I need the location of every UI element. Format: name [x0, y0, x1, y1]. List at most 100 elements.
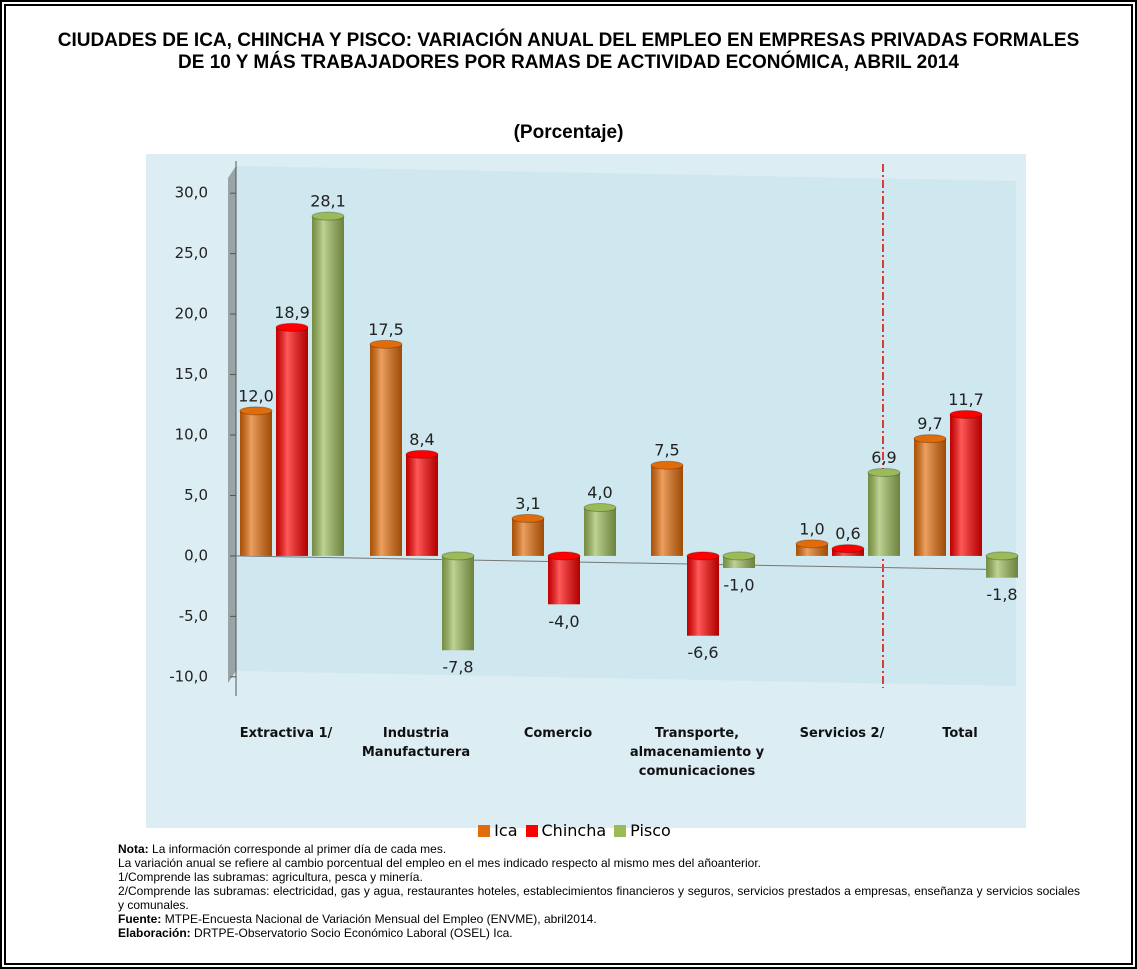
- y-tick-label: 20,0: [175, 305, 208, 323]
- bar-cap: [831, 544, 865, 554]
- bar-group: [311, 211, 345, 556]
- bar-shade: [370, 344, 402, 556]
- bar-cap: [722, 551, 756, 561]
- y-tick-label: 30,0: [175, 184, 208, 202]
- legend-swatch: [478, 825, 491, 837]
- bar-shade: [240, 410, 272, 556]
- note: Nota: La información corresponde al prim…: [118, 842, 1080, 856]
- legend-item: Ica: [478, 821, 518, 840]
- data-label: 8,4: [409, 430, 434, 449]
- bar-shade: [584, 507, 616, 556]
- legend: Ica Chincha Pisco: [6, 821, 1137, 840]
- bar-shade: [986, 555, 1018, 578]
- data-label: 6,9: [871, 448, 896, 467]
- data-label: 4,0: [587, 483, 612, 502]
- legend-label: Chincha: [541, 821, 607, 840]
- bar-cap: [369, 339, 403, 349]
- notes: Nota: La información corresponde al prim…: [118, 842, 1080, 940]
- y-tick-label: 15,0: [175, 365, 208, 383]
- data-label: -1,0: [723, 576, 754, 595]
- bar-group: [441, 551, 475, 651]
- bar-shade: [276, 327, 308, 556]
- bar-cap: [441, 551, 475, 561]
- x-tick-label: Extractiva 1/: [239, 726, 333, 741]
- bar-cap: [405, 449, 439, 459]
- bar-cap: [949, 409, 983, 419]
- bar-group: [913, 434, 947, 556]
- bar-shade: [512, 518, 544, 556]
- legend-item: Chincha: [525, 821, 607, 840]
- bar-group: [405, 449, 439, 556]
- y-tick-label: -5,0: [179, 607, 208, 625]
- data-label: 0,6: [835, 524, 860, 543]
- legend-item: Pisco: [614, 821, 671, 840]
- bar-group: [650, 460, 684, 556]
- note-text: 2/Comprende las subramas: electricidad, …: [118, 884, 1080, 912]
- x-tick-label: Industria Manufacturera: [361, 726, 471, 760]
- x-tick-label: Transporte, almacenamiento y comunicacio…: [629, 726, 765, 779]
- chart-title: CIUDADES DE ICA, CHINCHA Y PISCO: VARIAC…: [57, 30, 1080, 73]
- bar-group: [795, 539, 829, 556]
- bar-shade: [950, 414, 982, 556]
- note: Fuente: MTPE-Encuesta Nacional de Variac…: [118, 912, 1080, 926]
- bar-cap: [239, 406, 273, 416]
- bar-cap: [650, 460, 684, 470]
- y-tick-label: 5,0: [184, 486, 208, 504]
- y-tick-label: 10,0: [175, 426, 208, 444]
- bar-group: [686, 551, 720, 636]
- bar-shade: [406, 454, 438, 556]
- bar-group: [985, 551, 1019, 578]
- y-tick-label: -10,0: [169, 667, 208, 685]
- data-label: 1,0: [799, 519, 824, 538]
- note: 2/Comprende las subramas: electricidad, …: [118, 884, 1080, 912]
- note-text: MTPE-Encuesta Nacional de Variación Mens…: [164, 912, 597, 926]
- bar-cap: [985, 551, 1019, 561]
- data-label: -6,6: [687, 643, 718, 662]
- data-label: 7,5: [654, 441, 679, 460]
- bar-group: [275, 322, 309, 556]
- bar-cap: [511, 513, 545, 523]
- bar-shade: [312, 216, 344, 556]
- bar-cap: [795, 539, 829, 549]
- bar-group: [867, 467, 901, 556]
- note-text: La variación anual se refiere al cambio …: [118, 856, 762, 870]
- bar-shade: [442, 555, 474, 651]
- data-label: 11,7: [948, 390, 984, 409]
- bar-cap: [275, 322, 309, 332]
- bar-group: [831, 544, 865, 556]
- x-tick-label: Servicios 2/: [799, 726, 885, 741]
- data-label: -7,8: [442, 658, 473, 677]
- data-label: 9,7: [917, 414, 942, 433]
- data-label: 28,1: [310, 192, 346, 211]
- note: 1/Comprende las subramas: agricultura, p…: [118, 870, 1080, 884]
- bar-group: [239, 406, 273, 556]
- bar-cap: [867, 467, 901, 477]
- bar-shade: [548, 555, 580, 605]
- bar-shade: [914, 438, 946, 556]
- side-wall: [228, 166, 236, 683]
- data-label: -1,8: [986, 585, 1017, 604]
- x-tick-label: Total: [942, 726, 978, 741]
- bar-group: [722, 551, 756, 568]
- note: Elaboración: DRTPE-Observatorio Socio Ec…: [118, 926, 1080, 940]
- bar-cap: [686, 551, 720, 561]
- legend-swatch: [525, 825, 538, 837]
- y-tick-label: 25,0: [175, 244, 208, 262]
- note-text: 1/Comprende las subramas: agricultura, p…: [118, 870, 423, 884]
- zero-line: [235, 555, 1019, 571]
- data-label: 17,5: [368, 320, 404, 339]
- data-label: 18,9: [274, 303, 310, 322]
- note-label: Fuente:: [118, 912, 162, 926]
- x-tick-label: Comercio: [523, 726, 593, 741]
- bar-cap: [311, 211, 345, 221]
- legend-swatch: [614, 825, 627, 837]
- bar-shade: [868, 472, 900, 556]
- chart: -10,0 -5,0 0,0 5,0 10,0 15,0 20,0 25,0 30,0 12,0 1…: [146, 154, 1026, 828]
- legend-label: Pisco: [630, 821, 671, 840]
- legend-label: Ica: [494, 821, 518, 840]
- bar-cap: [547, 551, 581, 561]
- note-text: DRTPE-Observatorio Socio Económico Labor…: [194, 926, 513, 940]
- note-label: Nota:: [118, 842, 149, 856]
- bar-cap: [583, 503, 617, 513]
